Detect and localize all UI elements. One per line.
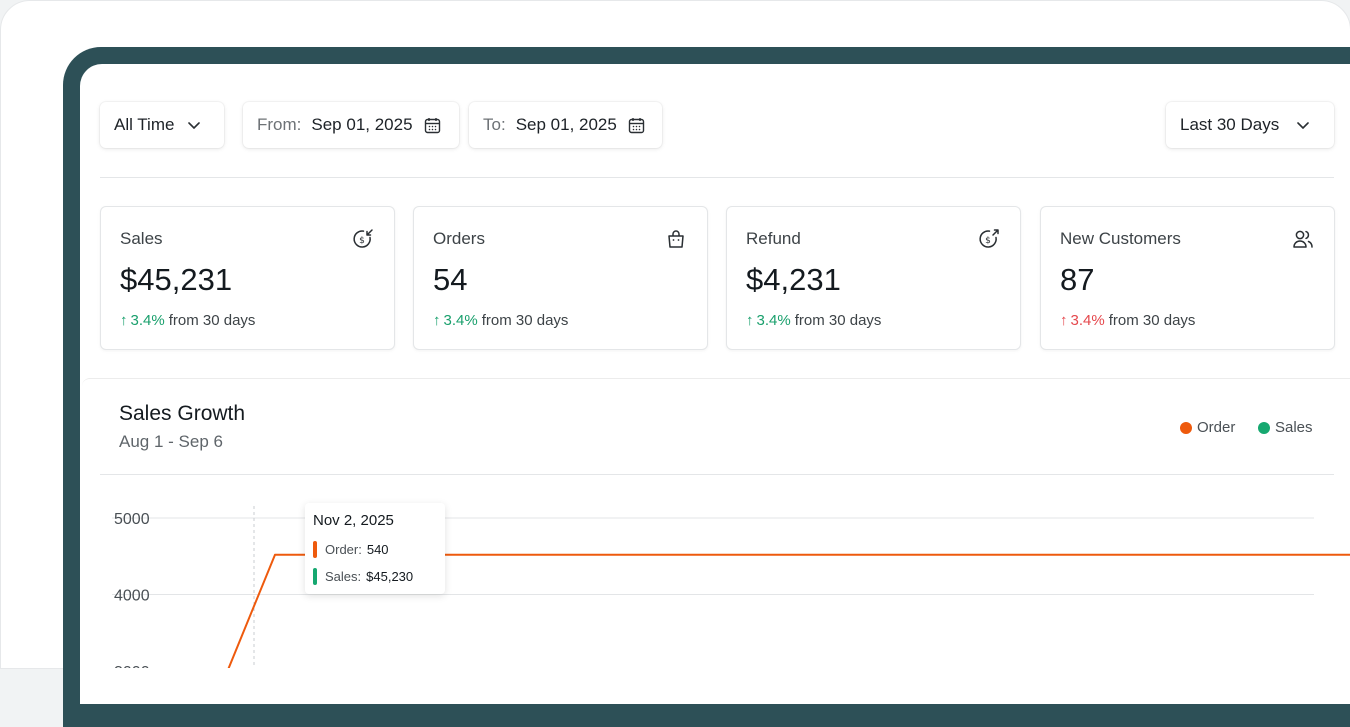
calendar-icon[interactable] <box>628 117 645 134</box>
arrow-up-icon: ↑ <box>433 312 441 329</box>
chart-title: Sales Growth <box>119 402 246 425</box>
tooltip-row-order: Order: 540 <box>313 541 389 558</box>
stat-label: New Customers <box>1060 229 1181 248</box>
to-date-value: Sep 01, 2025 <box>515 115 617 134</box>
legend-label-order: Order <box>1197 419 1236 436</box>
range-dropdown-label: Last 30 Days <box>1180 115 1280 134</box>
from-label: From: <box>257 115 302 134</box>
chart-tooltip: Nov 2, 2025 Order: 540 Sales: $45,230 <box>305 503 445 594</box>
tooltip-key: Sales: <box>325 569 362 584</box>
stat-trend-note: from 30 days <box>1108 312 1196 329</box>
y-tick-label: 5000 <box>114 511 150 528</box>
legend-item-order[interactable]: Order <box>1180 419 1235 436</box>
legend-dot-sales <box>1258 421 1270 434</box>
users-icon <box>1291 227 1315 256</box>
tooltip-key: Order: <box>325 542 362 557</box>
stat-label: Refund <box>746 229 801 248</box>
series-line-order <box>227 553 1350 668</box>
chart-subtitle: Aug 1 - Sep 6 <box>119 432 223 451</box>
stat-trend: ↑ 3.4% from 30 days <box>746 312 881 329</box>
stat-card-refund: Refund $ $4,231 ↑ 3.4% from 30 days <box>726 206 1021 350</box>
tooltip-title: Nov 2, 2025 <box>313 512 394 529</box>
chart-divider <box>100 474 1334 475</box>
dollar-in-icon: $ <box>351 227 375 256</box>
tooltip-value: 540 <box>366 542 389 557</box>
tooltip-marker-order <box>313 541 317 558</box>
filter-divider <box>100 177 1334 178</box>
stat-trend-percent: 3.4% <box>1070 312 1105 329</box>
calendar-icon[interactable] <box>424 117 441 134</box>
stat-trend-note: from 30 days <box>168 312 256 329</box>
chevron-down-icon <box>1295 117 1311 133</box>
period-dropdown[interactable]: All Time <box>100 102 224 148</box>
svg-text:$: $ <box>985 236 991 246</box>
y-tick-label: 3000 <box>114 664 150 668</box>
stat-card-new-customers: New Customers 87 ↑ 3.4% from 30 days <box>1040 206 1335 350</box>
range-dropdown[interactable]: Last 30 Days <box>1166 102 1334 148</box>
legend-item-sales[interactable]: Sales <box>1258 419 1313 436</box>
legend-label-sales: Sales <box>1275 419 1313 436</box>
from-date-value: Sep 01, 2025 <box>311 115 413 134</box>
to-date-picker[interactable]: To: Sep 01, 2025 <box>469 102 662 148</box>
arrow-up-icon: ↑ <box>120 312 128 329</box>
sales-growth-chart[interactable]: 5000 4000 3000 <box>0 0 1350 668</box>
svg-text:$: $ <box>359 236 365 246</box>
y-tick-label: 4000 <box>114 588 150 605</box>
stat-value: 87 <box>1060 262 1095 297</box>
stat-trend-note: from 30 days <box>794 312 882 329</box>
stat-trend-percent: 3.4% <box>443 312 478 329</box>
to-label: To: <box>483 115 506 134</box>
tooltip-row-sales: Sales: $45,230 <box>313 568 413 585</box>
arrow-up-icon: ↑ <box>1060 312 1068 329</box>
tooltip-value: $45,230 <box>366 569 414 584</box>
stat-card-sales: Sales $ $45,231 ↑ 3.4% from 30 days <box>100 206 395 350</box>
from-date-picker[interactable]: From: Sep 01, 2025 <box>243 102 459 148</box>
arrow-up-icon: ↑ <box>746 312 754 329</box>
stat-value: 54 <box>433 262 468 297</box>
stat-value: $4,231 <box>746 262 841 297</box>
shopping-bag-icon <box>664 227 688 256</box>
tooltip-marker-sales <box>313 568 317 585</box>
stat-trend-note: from 30 days <box>481 312 569 329</box>
stat-trend: ↑ 3.4% from 30 days <box>433 312 568 329</box>
dollar-out-icon: $ <box>977 227 1001 256</box>
legend-dot-order <box>1180 421 1192 434</box>
stat-trend: ↑ 3.4% from 30 days <box>120 312 255 329</box>
stat-value: $45,231 <box>120 262 233 297</box>
chevron-down-icon <box>186 117 202 133</box>
sales-growth-card <box>82 378 1350 699</box>
stat-label: Orders <box>433 229 485 248</box>
stat-trend: ↑ 3.4% from 30 days <box>1060 312 1195 329</box>
stat-label: Sales <box>120 229 163 248</box>
stat-trend-percent: 3.4% <box>756 312 791 329</box>
stat-trend-percent: 3.4% <box>130 312 165 329</box>
period-dropdown-label: All Time <box>114 115 175 134</box>
stat-card-orders: Orders 54 ↑ 3.4% from 30 days <box>413 206 708 350</box>
